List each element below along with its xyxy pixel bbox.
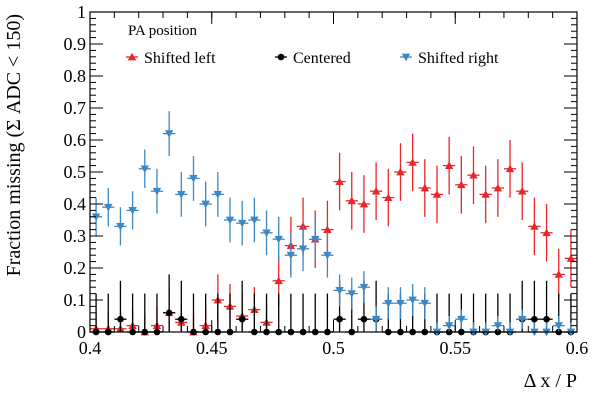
data-point bbox=[335, 287, 344, 295]
legend: PA position Shifted left Centered Shifted … bbox=[126, 23, 499, 67]
data-point bbox=[384, 193, 393, 201]
data-point bbox=[530, 222, 539, 230]
data-point bbox=[444, 161, 454, 169]
data-point bbox=[274, 235, 283, 244]
legend-entry: Shifted right bbox=[400, 50, 499, 67]
y-tick-label: 0.3 bbox=[64, 226, 87, 246]
y-tick-label: 0 bbox=[77, 322, 86, 342]
x-tick-label: 0.45 bbox=[196, 338, 228, 358]
legend-swatch-marker bbox=[277, 53, 285, 61]
data-point bbox=[213, 191, 223, 199]
data-point bbox=[298, 245, 308, 253]
data-point bbox=[554, 270, 563, 278]
data-point bbox=[311, 235, 320, 244]
data-point bbox=[298, 222, 308, 230]
data-point bbox=[481, 190, 490, 198]
y-tick-label: 0.6 bbox=[64, 130, 87, 150]
data-point bbox=[165, 309, 173, 317]
data-point bbox=[323, 225, 332, 233]
legend-swatch-marker bbox=[401, 53, 411, 62]
series-shifted-left bbox=[90, 133, 577, 336]
legend-label: Shifted right bbox=[418, 50, 499, 67]
data-point bbox=[225, 216, 235, 225]
data-point bbox=[335, 177, 344, 185]
data-point bbox=[237, 219, 247, 228]
data-point bbox=[420, 183, 430, 192]
data-point bbox=[531, 315, 538, 323]
data-point bbox=[117, 315, 124, 323]
x-tick-label: 0.4 bbox=[79, 338, 102, 358]
data-point bbox=[457, 180, 466, 189]
data-point bbox=[164, 130, 174, 138]
data-point bbox=[91, 213, 101, 221]
data-point bbox=[396, 299, 405, 308]
data-point bbox=[408, 296, 417, 305]
data-point bbox=[371, 187, 381, 195]
data-point bbox=[554, 322, 563, 330]
data-point bbox=[505, 164, 515, 173]
data-point bbox=[116, 223, 125, 231]
data-point bbox=[396, 167, 405, 176]
data-point bbox=[323, 251, 332, 260]
data-point bbox=[178, 315, 185, 323]
series-shifted-right bbox=[90, 111, 577, 337]
data-point bbox=[336, 315, 343, 323]
data-point bbox=[518, 187, 527, 195]
data-point bbox=[542, 228, 551, 237]
data-point bbox=[274, 276, 283, 285]
y-tick-label: 1 bbox=[77, 2, 86, 22]
legend-entry: Centered bbox=[275, 50, 351, 67]
x-tick-label: 0.6 bbox=[566, 338, 589, 358]
y-tick-label: 0.8 bbox=[64, 66, 87, 86]
data-point bbox=[420, 299, 430, 308]
data-point bbox=[152, 187, 162, 196]
legend-swatch-marker bbox=[127, 52, 137, 61]
y-tick-label: 0.9 bbox=[64, 34, 87, 54]
data-point bbox=[359, 199, 369, 208]
x-tick-label: 0.5 bbox=[322, 338, 345, 358]
y-axis-title: Fraction missing (Σ ADC < 150) bbox=[3, 14, 25, 276]
legend-entry: Shifted left bbox=[126, 50, 216, 67]
data-point bbox=[457, 315, 466, 324]
data-point bbox=[140, 165, 149, 173]
data-point bbox=[432, 190, 442, 198]
data-point bbox=[469, 171, 478, 179]
axis-ticks: 0.4 0.45 0.5 0.55 0.6 0 0.1 0.2 0.3 0.4 0.5 0.6 0.7 0… bbox=[64, 2, 589, 358]
y-tick-label: 0.5 bbox=[64, 162, 87, 182]
data-point bbox=[347, 196, 356, 205]
data-point bbox=[201, 200, 210, 209]
y-tick-label: 0.4 bbox=[64, 194, 87, 214]
data-point bbox=[518, 315, 527, 324]
data-point bbox=[360, 315, 368, 323]
data-point bbox=[286, 251, 296, 260]
y-tick-label: 0.1 bbox=[64, 290, 87, 310]
data-point bbox=[371, 315, 381, 324]
data-point bbox=[359, 283, 369, 292]
data-point bbox=[128, 207, 137, 215]
legend-label: Centered bbox=[293, 50, 351, 67]
data-point bbox=[189, 175, 198, 183]
data-point bbox=[262, 229, 271, 237]
data-point bbox=[493, 183, 503, 192]
data-point bbox=[566, 254, 576, 262]
data-point bbox=[408, 158, 417, 166]
legend-title: PA position bbox=[128, 23, 198, 39]
data-point bbox=[444, 322, 454, 330]
data-point bbox=[104, 203, 113, 212]
data-point bbox=[384, 299, 393, 308]
data-point bbox=[177, 191, 186, 199]
data-point bbox=[543, 315, 550, 323]
legend-label: Shifted left bbox=[144, 50, 216, 67]
x-axis-title: Δ x / P bbox=[524, 370, 577, 392]
data-point bbox=[493, 322, 503, 330]
data-point bbox=[250, 216, 259, 225]
y-tick-label: 0.2 bbox=[64, 258, 87, 278]
data-point bbox=[347, 290, 356, 298]
y-tick-label: 0.7 bbox=[64, 98, 87, 118]
x-tick-label: 0.55 bbox=[440, 338, 472, 358]
data-point bbox=[238, 315, 246, 323]
chart-marks bbox=[90, 111, 577, 337]
